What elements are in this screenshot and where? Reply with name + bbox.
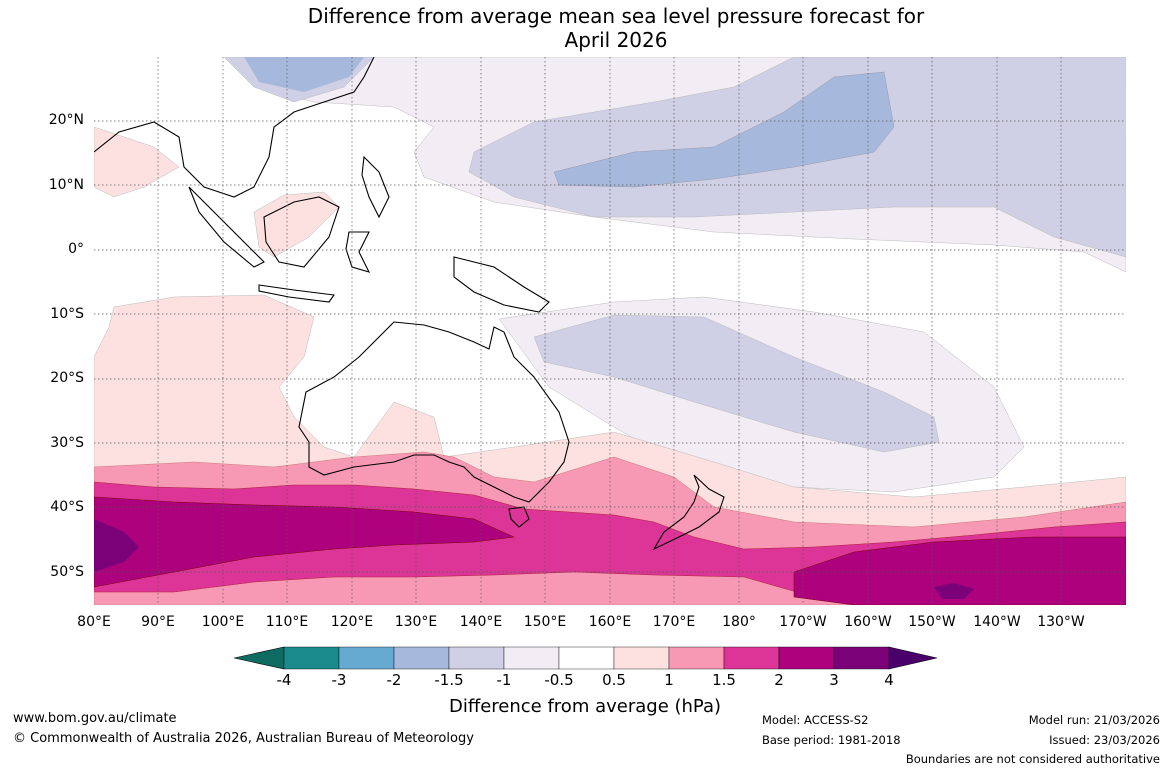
asia-coastline [94,57,375,198]
lon-label-150e: 150°E [523,614,567,630]
colorbar [234,646,938,670]
base-period: Base period: 1981-2018 [762,733,901,747]
lon-grid [157,57,1062,605]
lat-label-10s: 10°S [50,306,84,322]
colorbar-tick-4: 4 [884,671,894,689]
issued-date: Issued: 23/03/2026 [1049,733,1160,747]
colorbar-tick-m2: -2 [386,671,402,689]
anomaly-band-3-east [793,536,1126,605]
anomaly-lavender-south [533,314,940,453]
colorbar-tick-m4: -4 [276,671,292,689]
colorbar-over-arrow [888,646,938,670]
philippines-coastline [361,155,390,219]
anomaly-band-3 [94,496,515,588]
lon-label-170e: 170°E [652,614,696,630]
lat-label-0: 0° [68,241,84,257]
title-line-1: Difference from average mean sea level p… [307,4,925,28]
lat-label-50s: 50°S [50,564,84,580]
java-coastline [258,284,335,303]
colorbar-segment-4 [503,646,560,670]
anomaly-band-4-west [94,519,139,572]
anomaly-band-4-east [934,583,974,599]
boundaries-disclaimer: Boundaries are not considered authoritat… [905,752,1160,766]
pressure-anomaly-map [94,57,1126,605]
lat-grid [94,120,1126,573]
lon-label-150w: 150°W [908,614,956,630]
colorbar-segment-3 [448,646,505,670]
colorbar-tick-2: 2 [774,671,784,689]
colorbar-segment-0 [283,646,340,670]
lon-label-140w: 140°W [973,614,1021,630]
colorbar-under-arrow [234,646,285,670]
lon-label-180: 180° [722,614,756,630]
new-guinea-coastline [453,256,550,313]
colorbar-tick-m0-5: -0.5 [544,671,574,689]
lon-label-80e: 80°E [77,614,111,630]
lon-label-130e: 130°E [394,614,438,630]
colorbar-tick-3: 3 [829,671,839,689]
lon-label-100e: 100°E [201,614,245,630]
australia-coastline [298,321,570,503]
map-title: Difference from average mean sea level p… [0,4,1173,52]
colorbar-tick-0-5: 0.5 [602,671,626,689]
copyright-text: © Commonwealth of Australia 2026, Austra… [13,731,474,746]
colorbar-tick-m1: -1 [496,671,512,689]
colorbar-segment-8 [723,646,780,670]
anomaly-blue-west [244,57,364,92]
anomaly-pink-borneo [253,191,340,258]
colorbar-segment-10 [833,646,890,670]
lon-label-140e: 140°E [459,614,503,630]
lon-label-120e: 120°E [330,614,374,630]
lat-label-10n: 10°N [48,177,84,193]
colorbar-tick-m1-5: -1.5 [434,671,464,689]
colorbar-segment-6 [613,646,670,670]
lat-label-30s: 30°S [50,435,84,451]
lon-label-160e: 160°E [588,614,632,630]
anomaly-pink-asia [94,126,180,198]
lon-label-130w: 130°W [1037,614,1085,630]
colorbar-tick-m3: -3 [331,671,347,689]
anomaly-blue-northeast [1099,87,1126,137]
lat-label-20s: 20°S [50,370,84,386]
title-line-2: April 2026 [564,28,668,52]
lat-label-40s: 40°S [50,499,84,515]
colorbar-segment-5 [558,646,615,670]
tasmania-coastline [508,506,530,528]
colorbar-segment-9 [778,646,835,670]
anomaly-blue-north [553,71,895,188]
anomaly-band-4-mid [334,522,479,542]
colorbar-tick-1-5: 1.5 [712,671,736,689]
lat-label-20n: 20°N [48,112,84,128]
lon-label-90e: 90°E [141,614,175,630]
colorbar-tick-1: 1 [664,671,674,689]
new-zealand-coastline [652,474,725,551]
borneo-coastline [263,196,340,268]
lon-label-160w: 160°W [844,614,892,630]
lon-label-170w: 170°W [779,614,827,630]
lon-label-110e: 110°E [265,614,309,630]
sulawesi-coastline [345,231,371,273]
colorbar-segment-2 [393,646,450,670]
model-name: Model: ACCESS-S2 [762,713,869,727]
website-link[interactable]: www.bom.gov.au/climate [13,711,177,726]
colorbar-segment-7 [668,646,725,670]
colorbar-title: Difference from average (hPa) [448,696,722,717]
model-run-date: Model run: 21/03/2026 [1028,713,1160,727]
colorbar-segment-1 [338,646,395,670]
